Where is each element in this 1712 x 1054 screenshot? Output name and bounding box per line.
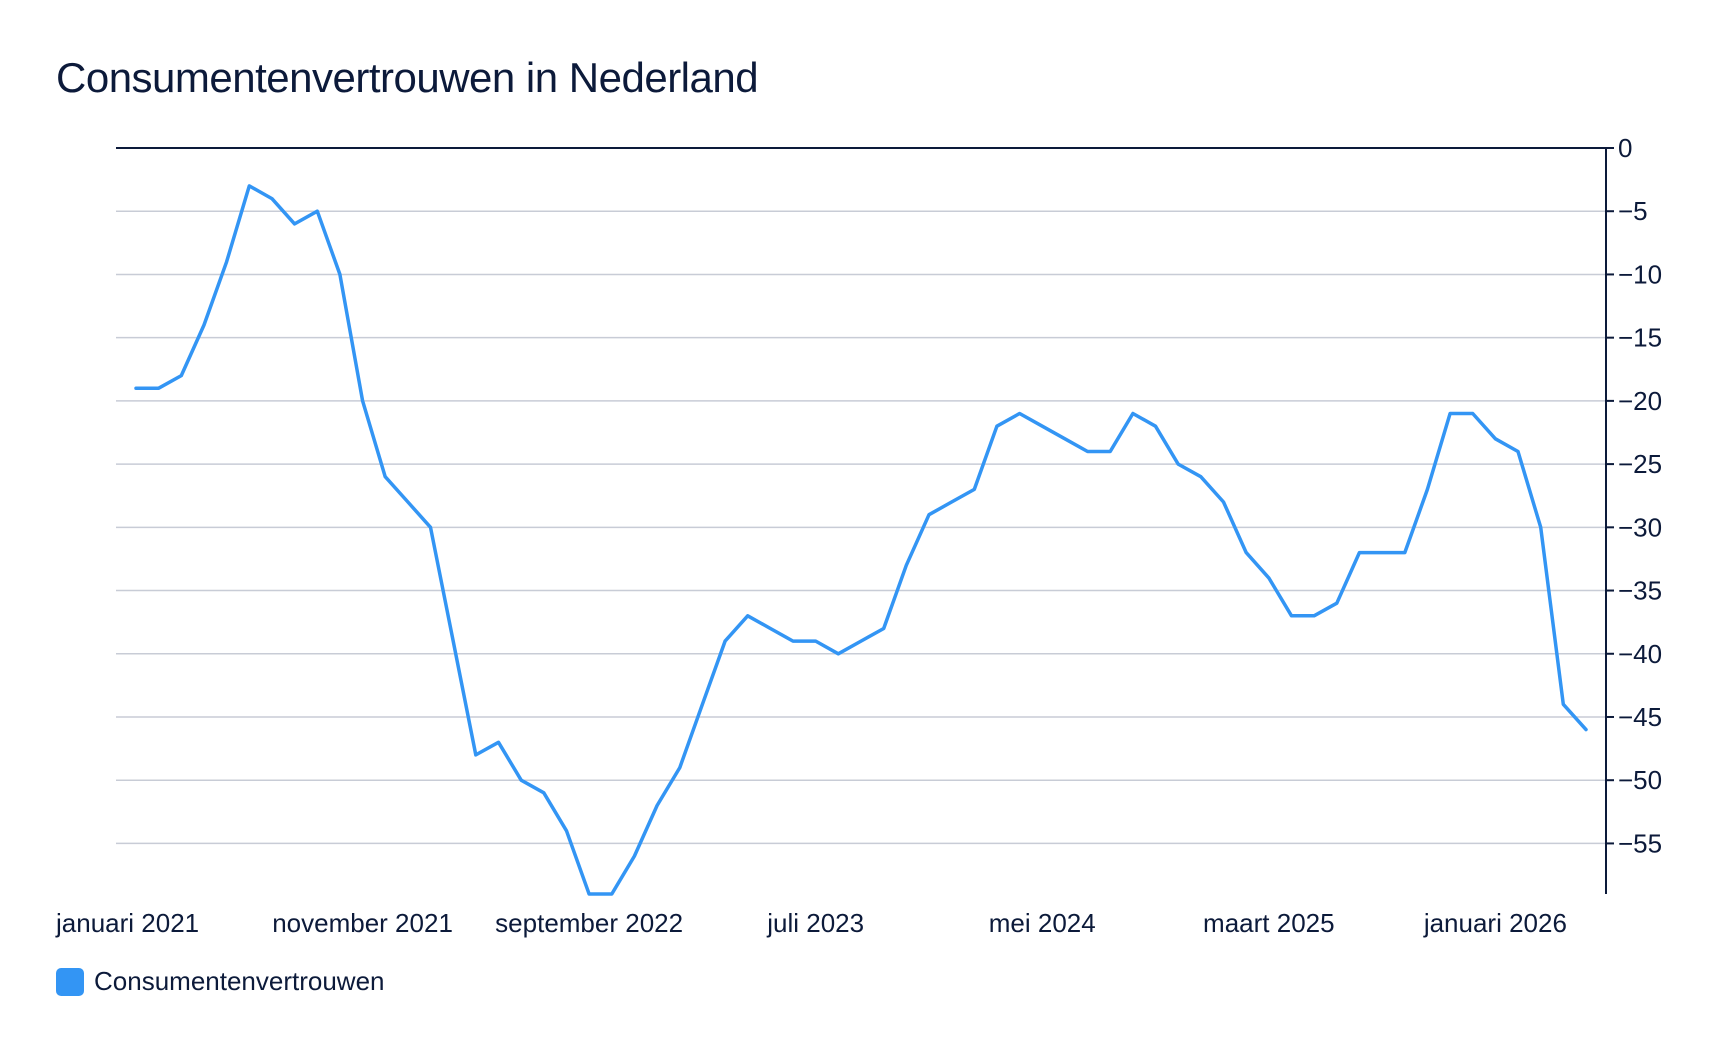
legend[interactable]: Consumentenvertrouwen [56, 966, 385, 997]
y-tick-label: −55 [1618, 828, 1662, 858]
y-tick-label: −30 [1618, 512, 1662, 542]
x-tick-label: september 2022 [495, 908, 683, 938]
line-chart: 0 −5 −10 −15 −20 −25 −30 −35 −40 −45 −50 −55 januar… [55, 133, 1662, 938]
axes [116, 147, 1607, 894]
y-tick-label: −40 [1618, 639, 1662, 669]
y-tick-label: −45 [1618, 702, 1662, 732]
y-tick-label: −10 [1618, 259, 1662, 289]
y-tick-label: −35 [1618, 576, 1662, 606]
y-tick-label: 0 [1618, 133, 1632, 163]
x-axis-tick-labels: januari 2021 november 2021 september 2022 j… [55, 908, 1567, 938]
x-tick-label: januari 2021 [55, 908, 199, 938]
chart-title: Consumentenvertrouwen in Nederland [56, 54, 759, 101]
x-tick-label: mei 2024 [989, 908, 1096, 938]
y-axis-tick-labels: 0 −5 −10 −15 −20 −25 −30 −35 −40 −45 −50 −55 [1606, 133, 1662, 858]
x-tick-label: november 2021 [272, 908, 453, 938]
y-tick-label: −50 [1618, 765, 1662, 795]
gridlines [116, 210, 1606, 845]
series-line[interactable] [134, 184, 1588, 896]
y-tick-label: −15 [1618, 323, 1662, 353]
y-tick-label: −5 [1618, 196, 1648, 226]
x-tick-label: januari 2026 [1423, 908, 1567, 938]
y-tick-label: −25 [1618, 449, 1662, 479]
series-layer [134, 184, 1588, 896]
legend-label: Consumentenvertrouwen [94, 966, 385, 996]
y-tick-label: −20 [1618, 386, 1662, 416]
x-tick-label: juli 2023 [766, 908, 864, 938]
legend-swatch [56, 967, 84, 996]
x-tick-label: maart 2025 [1203, 908, 1335, 938]
